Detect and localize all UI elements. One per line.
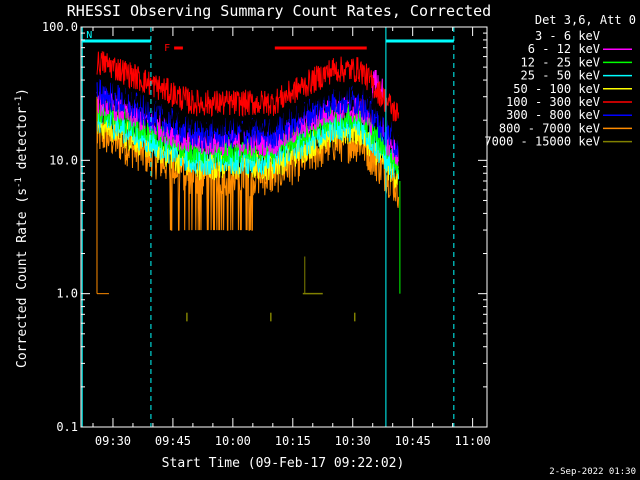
legend-label-8: 7000 - 15000 keV [484, 135, 600, 149]
x-tick-label-0: 09:30 [95, 434, 131, 448]
y-tick-label-1: 1.0 [56, 287, 78, 301]
legend-label-0: 3 - 6 keV [535, 29, 600, 43]
y-axis-label-mid: detector [15, 107, 30, 178]
legend-label-2: 12 - 25 keV [521, 55, 600, 69]
x-axis-label: Start Time (09-Feb-17 09:22:02) [162, 456, 405, 471]
legend-label-3: 25 - 50 keV [521, 69, 600, 83]
series-line-0 [96, 65, 400, 146]
legend-label-5: 100 - 300 keV [506, 95, 600, 109]
legend-title: Det 3,6, Att 0 [535, 13, 636, 27]
y-axis-label-end: ) [15, 88, 30, 96]
flag-label-N: N [86, 30, 92, 41]
y-tick-label-3: 100.0 [42, 20, 78, 34]
x-tick-label-3: 10:15 [275, 434, 311, 448]
flag-bars: FN [82, 30, 454, 54]
axes: 0.1 1.0 10.0 100.0 09:30 09:45 10:00 10:15 10:30… [42, 20, 491, 448]
series-line-5 [96, 51, 400, 122]
x-tick-label-6: 11:00 [455, 434, 491, 448]
legend-label-7: 800 - 7000 keV [499, 121, 600, 135]
legend-label-1: 6 - 12 keV [528, 42, 600, 56]
y-tick-label-2: 10.0 [49, 153, 78, 167]
x-tick-label-1: 09:45 [155, 434, 191, 448]
legend-label-4: 50 - 100 keV [513, 82, 600, 96]
x-tick-label-2: 10:00 [215, 434, 251, 448]
y-tick-label-0: 0.1 [56, 420, 78, 434]
x-tick-label-4: 10:30 [335, 434, 371, 448]
footer-date: 2-Sep-2022 01:30 [549, 467, 636, 477]
plot-frame [80, 26, 488, 428]
plot-data-layer [81, 27, 455, 427]
y-axis-label-sup1: -1 [14, 177, 24, 188]
y-axis-label: Corrected Count Rate (s-1 detector-1) [14, 88, 30, 368]
y-axis-label-main: Corrected Count Rate (s [15, 188, 30, 368]
x-tick-label-5: 10:45 [395, 434, 431, 448]
legend-label-6: 300 - 800 keV [506, 108, 600, 122]
chart-title: RHESSI Observing Summary Count Rates, Co… [67, 2, 491, 20]
flag-label-F: F [164, 43, 170, 54]
y-axis-label-sup2: -1 [14, 96, 24, 107]
